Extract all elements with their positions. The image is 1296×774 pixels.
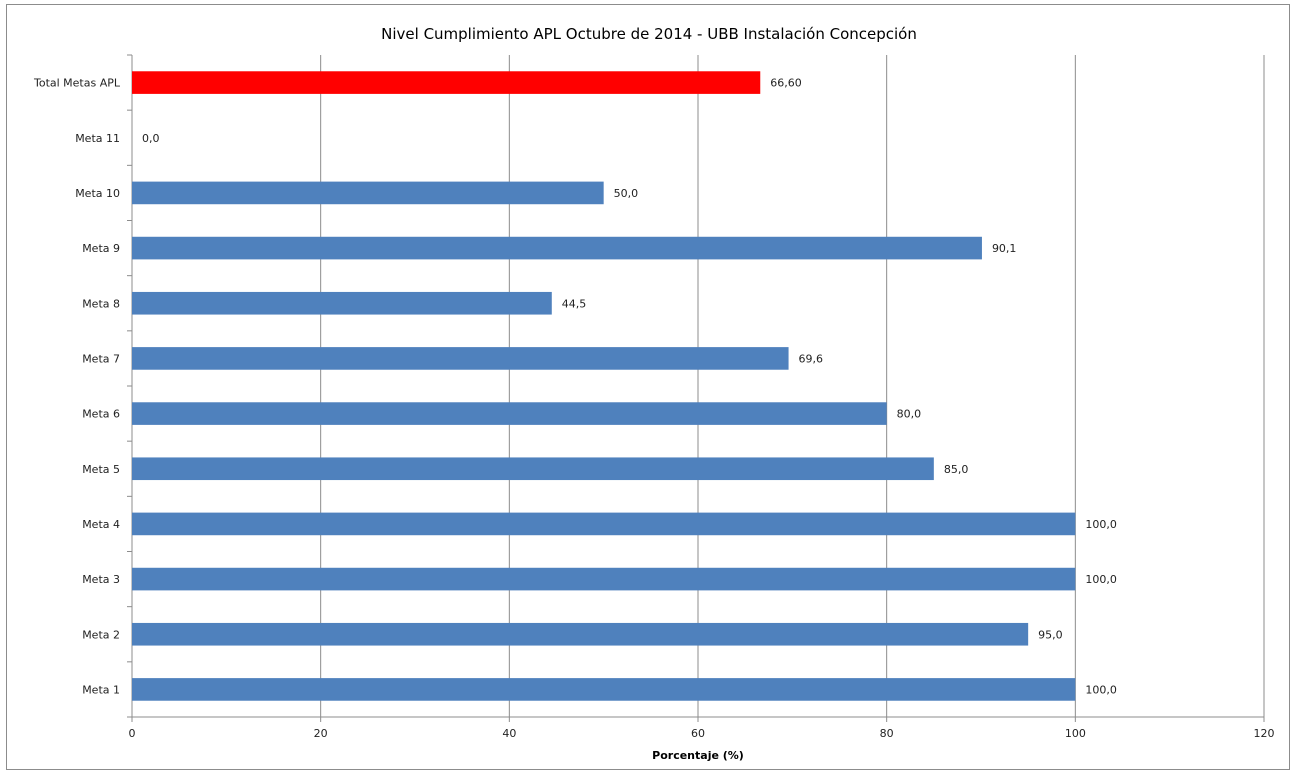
data-label: 90,1 bbox=[992, 242, 1017, 255]
x-tick-label: 60 bbox=[691, 727, 705, 740]
data-label: 69,6 bbox=[799, 352, 824, 365]
bar bbox=[132, 402, 887, 425]
category-label: Meta 9 bbox=[82, 242, 120, 255]
data-label: 80,0 bbox=[897, 408, 922, 421]
bar bbox=[132, 291, 552, 315]
category-label: Meta 5 bbox=[82, 463, 120, 476]
chart-title: Nivel Cumplimiento APL Octubre de 2014 -… bbox=[381, 25, 917, 43]
bar bbox=[132, 457, 934, 481]
x-tick-label: 0 bbox=[129, 727, 136, 740]
data-label: 100,0 bbox=[1085, 683, 1117, 696]
bar bbox=[132, 236, 982, 260]
bar bbox=[132, 567, 1076, 591]
data-label: 50,0 bbox=[614, 187, 639, 200]
category-label: Total Metas APL bbox=[33, 77, 121, 90]
category-label: Meta 2 bbox=[82, 628, 120, 641]
x-axis-title: Porcentaje (%) bbox=[652, 749, 744, 762]
data-label: 44,5 bbox=[562, 297, 587, 310]
x-tick-label: 80 bbox=[880, 727, 894, 740]
data-label: 95,0 bbox=[1038, 628, 1063, 641]
data-label: 66,60 bbox=[770, 77, 802, 90]
x-tick-label: 20 bbox=[314, 727, 328, 740]
category-label: Meta 10 bbox=[75, 187, 120, 200]
bar bbox=[132, 71, 761, 94]
category-label: Meta 8 bbox=[82, 297, 120, 310]
data-label: 0,0 bbox=[142, 132, 160, 145]
category-label: Meta 4 bbox=[82, 518, 120, 531]
data-label: 85,0 bbox=[944, 463, 969, 476]
category-label: Meta 11 bbox=[75, 132, 120, 145]
category-label: Meta 3 bbox=[82, 573, 120, 586]
chart-frame: Nivel Cumplimiento APL Octubre de 2014 -… bbox=[6, 4, 1290, 770]
bar bbox=[132, 678, 1076, 701]
x-tick-label: 40 bbox=[502, 727, 516, 740]
x-tick-label: 120 bbox=[1254, 727, 1275, 740]
category-label: Meta 1 bbox=[82, 683, 120, 696]
data-label: 100,0 bbox=[1085, 573, 1117, 586]
category-label: Meta 7 bbox=[82, 352, 120, 365]
bar bbox=[132, 512, 1076, 536]
data-label: 100,0 bbox=[1085, 518, 1117, 531]
bar bbox=[132, 347, 789, 370]
bar-chart: 0 20 40 60 80 100 120 Total Metas APL 66,60 Meta … bbox=[33, 54, 1275, 762]
category-label: Meta 6 bbox=[82, 408, 120, 421]
x-tick-label: 100 bbox=[1065, 727, 1086, 740]
bar bbox=[132, 622, 1029, 646]
bar bbox=[132, 181, 604, 205]
